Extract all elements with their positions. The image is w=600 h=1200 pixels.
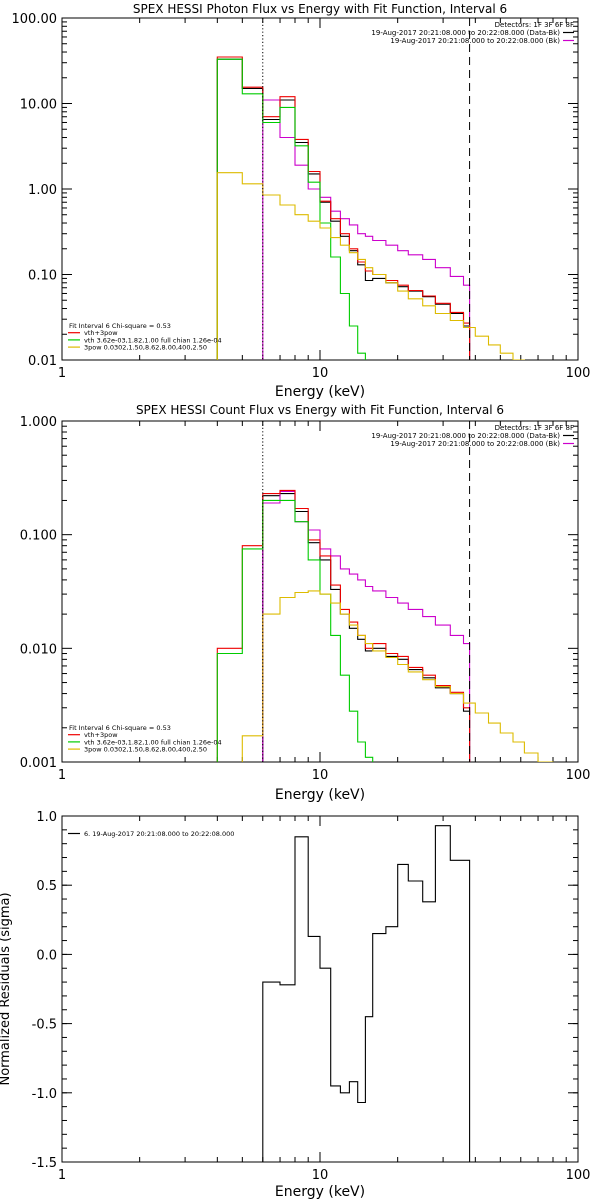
fit-interval-label: Fit Interval 6 Chi-square = 0.53 xyxy=(69,724,171,732)
legend-right-text: 19-Aug-2017 20:21:08.000 to 20:22:08.000… xyxy=(390,440,560,448)
plot-frame xyxy=(61,815,579,1163)
legend-left-text: 3pow 0.0302,1.50,8.62,8.00,400,2.50 xyxy=(84,344,207,352)
x-axis-label: Energy (keV) xyxy=(275,787,365,803)
y-tick-label: 1.0 xyxy=(36,810,57,825)
y-tick-label: 0.0 xyxy=(36,948,57,963)
chart-2: SPEX HESSI Count Flux vs Energy with Fit… xyxy=(20,403,591,803)
y-tick-label: 1.00 xyxy=(28,183,57,198)
series-4-line xyxy=(216,499,374,762)
detectors-label: Detectors: 1F 3F 6F 8F xyxy=(495,424,574,432)
y-axis-label: Normalized Residuals (sigma) xyxy=(0,892,13,1085)
x-tick-label: 10 xyxy=(312,366,329,381)
series-2-line xyxy=(262,99,471,360)
y-tick-label: 0.001 xyxy=(20,756,57,771)
legend-left-text: 3pow 0.0302,1.50,8.62,8.00,400,2.50 xyxy=(84,746,207,754)
chart-1: SPEX HESSI Photon Flux vs Energy with Fi… xyxy=(12,2,591,400)
y-tick-label: 1.000 xyxy=(20,415,57,430)
y-tick-label: 10.00 xyxy=(20,98,57,113)
chart-3: 1 10 100 Energy (keV) -1.5 -1.0 -0.5 0.0 0.5 1.0 N… xyxy=(0,810,590,1200)
y-tick-label: 100.00 xyxy=(12,12,58,27)
legend-right-text: 19-Aug-2017 20:21:08.000 to 20:22:08.000… xyxy=(371,29,560,37)
x-tick-label: 100 xyxy=(566,1168,591,1183)
series-4-line xyxy=(216,58,366,360)
series-5-line xyxy=(241,590,554,762)
y-tick-label: -1.0 xyxy=(32,1087,57,1102)
x-axis-label: Energy (keV) xyxy=(275,1184,365,1200)
detectors-label: Detectors: 1F 3F 6F 8F xyxy=(495,21,574,29)
series-5-line xyxy=(216,172,525,360)
legend-right-text: 19-Aug-2017 20:21:08.000 to 20:22:08.000… xyxy=(371,432,560,440)
chart-title: SPEX HESSI Photon Flux vs Energy with Fi… xyxy=(133,2,507,16)
legend-left-text: 6. 19-Aug-2017 20:21:08.000 to 20:22:08.… xyxy=(84,830,234,838)
x-tick-label: 100 xyxy=(566,768,591,783)
y-tick-label: 0.010 xyxy=(20,642,57,657)
legend-left-text: vth+3pow xyxy=(84,731,118,739)
chart-title: SPEX HESSI Count Flux vs Energy with Fit… xyxy=(136,403,504,417)
y-tick-label: 0.01 xyxy=(28,354,57,369)
y-tick-label: -0.5 xyxy=(32,1018,57,1033)
data-layer xyxy=(262,825,471,1162)
x-tick-label: 10 xyxy=(312,768,329,783)
y-tick-label: 0.10 xyxy=(28,269,57,284)
x-axis-label: Energy (keV) xyxy=(275,384,365,400)
series-2-line xyxy=(262,490,471,762)
y-tick-label: -1.5 xyxy=(32,1156,57,1171)
legend-left-text: vth 3.62e-03,1.82,1.00 full chian 1.26e-… xyxy=(84,336,222,344)
legend-left-text: vth+3pow xyxy=(84,329,118,337)
fit-interval-label: Fit Interval 6 Chi-square = 0.53 xyxy=(69,322,171,330)
series-1-line xyxy=(262,493,471,762)
legend-left-text: vth 3.62e-03,1.82,1.00 full chian 1.26e-… xyxy=(84,738,222,746)
x-tick-label: 100 xyxy=(566,366,591,381)
data-layer xyxy=(216,56,525,360)
legend-right-text: 19-Aug-2017 20:21:08.000 to 20:22:08.000… xyxy=(390,37,560,45)
series-1-line xyxy=(216,58,471,360)
x-tick-label: 10 xyxy=(312,1168,329,1183)
series-3-line xyxy=(216,489,471,762)
y-tick-label: 0.5 xyxy=(36,879,57,894)
x-tick-label: 1 xyxy=(58,366,66,381)
x-tick-label: 1 xyxy=(58,1168,66,1183)
series-1-line xyxy=(262,825,471,1162)
x-tick-label: 1 xyxy=(58,768,66,783)
data-layer xyxy=(216,489,554,762)
y-tick-label: 0.100 xyxy=(20,529,57,544)
